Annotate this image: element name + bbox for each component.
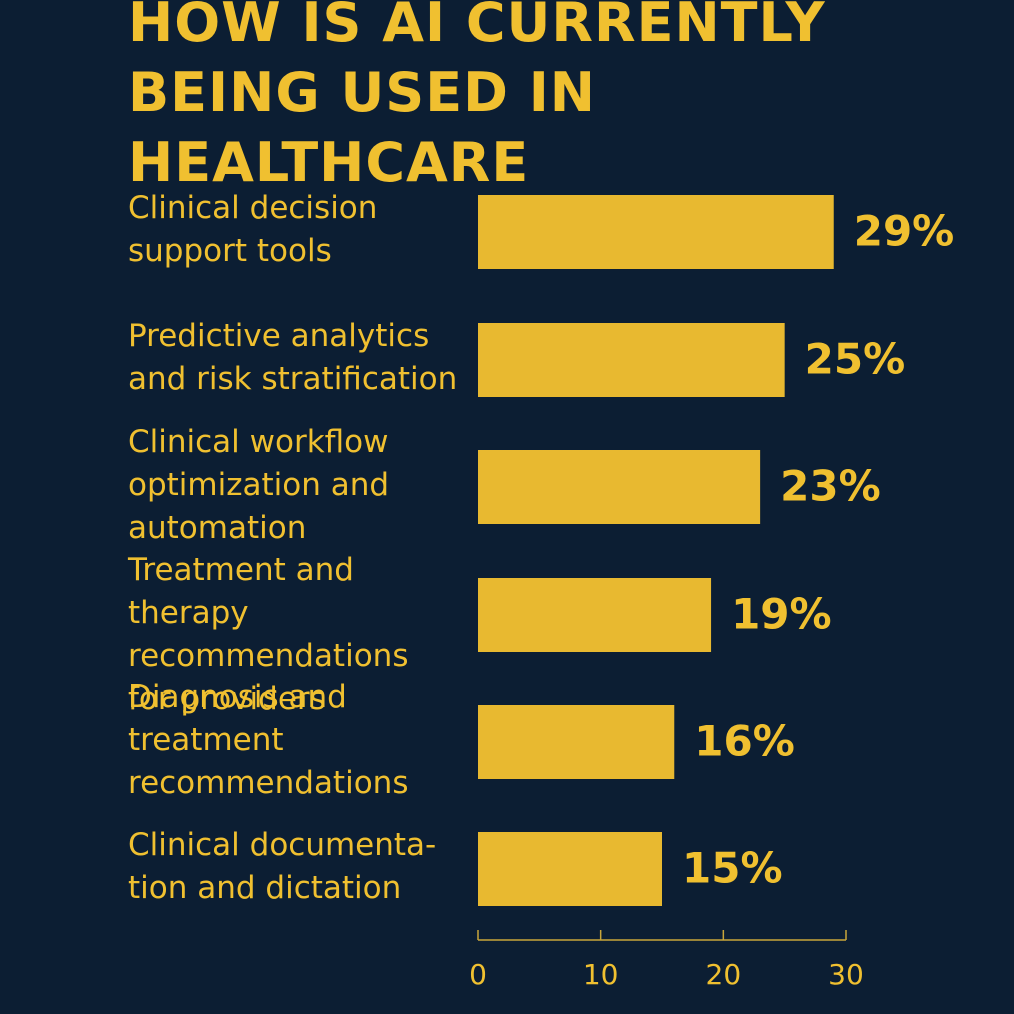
category-label: Clinical documenta- tion and dictation [128,827,437,906]
chart-title: HOW IS AI CURRENTLY BEING USED IN HEALTH… [128,0,826,194]
bar [478,832,662,906]
category-label: Diagnosis and treatment recommendations [128,678,409,801]
value-label: 19% [731,590,832,639]
x-tick-label: 10 [583,958,619,991]
value-label: 15% [682,844,783,893]
value-label: 29% [854,207,955,256]
bar [478,323,785,397]
x-tick-label: 30 [828,958,864,991]
bar [478,450,761,524]
category-label: Predictive analytics and risk stratifica… [128,318,458,397]
x-tick-label: 20 [706,958,742,991]
value-label: 23% [780,462,881,511]
bar [478,195,834,269]
bar [478,705,675,779]
x-tick-label: 0 [469,958,487,991]
category-label: Clinical decision support tools [128,190,378,269]
value-label: 16% [694,717,795,766]
value-label: 25% [805,335,906,384]
category-label: Treatment and therapy recommendations fo… [128,551,409,717]
bar [478,578,712,652]
category-label: Clinical workflow optimization and autom… [128,423,390,546]
